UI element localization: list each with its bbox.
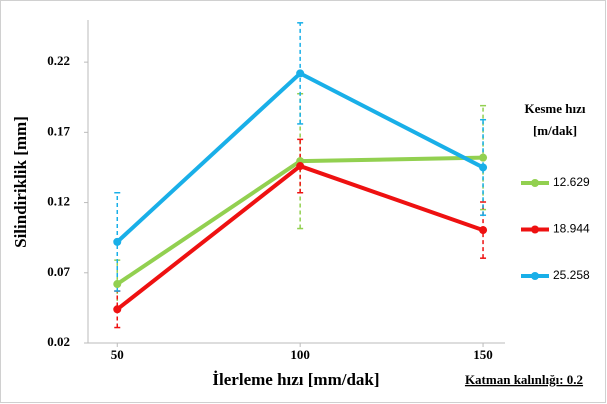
x-tick-label: 100 bbox=[290, 347, 310, 362]
x-tick-label: 50 bbox=[111, 347, 124, 362]
y-axis-title: Silindiriklik [mm] bbox=[11, 116, 30, 248]
legend-marker bbox=[531, 272, 539, 280]
y-tick-label: 0.17 bbox=[47, 123, 70, 138]
x-tick-label: 150 bbox=[473, 347, 493, 362]
point bbox=[296, 69, 305, 78]
point bbox=[479, 163, 488, 172]
legend-title: Kesme hızı bbox=[524, 101, 585, 116]
point bbox=[113, 305, 122, 314]
x-axis-title: İlerleme hızı [mm/dak] bbox=[212, 370, 379, 389]
legend-title: [m/dak] bbox=[533, 123, 577, 138]
legend-label: 12.629 bbox=[553, 175, 590, 189]
legend-label: 18.944 bbox=[553, 222, 590, 236]
point bbox=[296, 162, 305, 171]
legend-label: 25.258 bbox=[553, 268, 590, 282]
point bbox=[113, 237, 122, 246]
point bbox=[479, 153, 488, 162]
y-tick-label: 0.22 bbox=[47, 53, 70, 68]
legend-marker bbox=[531, 179, 539, 187]
y-tick-label: 0.12 bbox=[47, 194, 70, 209]
footnote: Katman kalınlığı: 0.2 bbox=[465, 372, 583, 387]
point bbox=[113, 280, 122, 289]
y-tick-label: 0.07 bbox=[47, 264, 70, 279]
legend-marker bbox=[531, 225, 539, 234]
y-tick-label: 0.02 bbox=[47, 334, 70, 349]
point bbox=[479, 226, 488, 235]
